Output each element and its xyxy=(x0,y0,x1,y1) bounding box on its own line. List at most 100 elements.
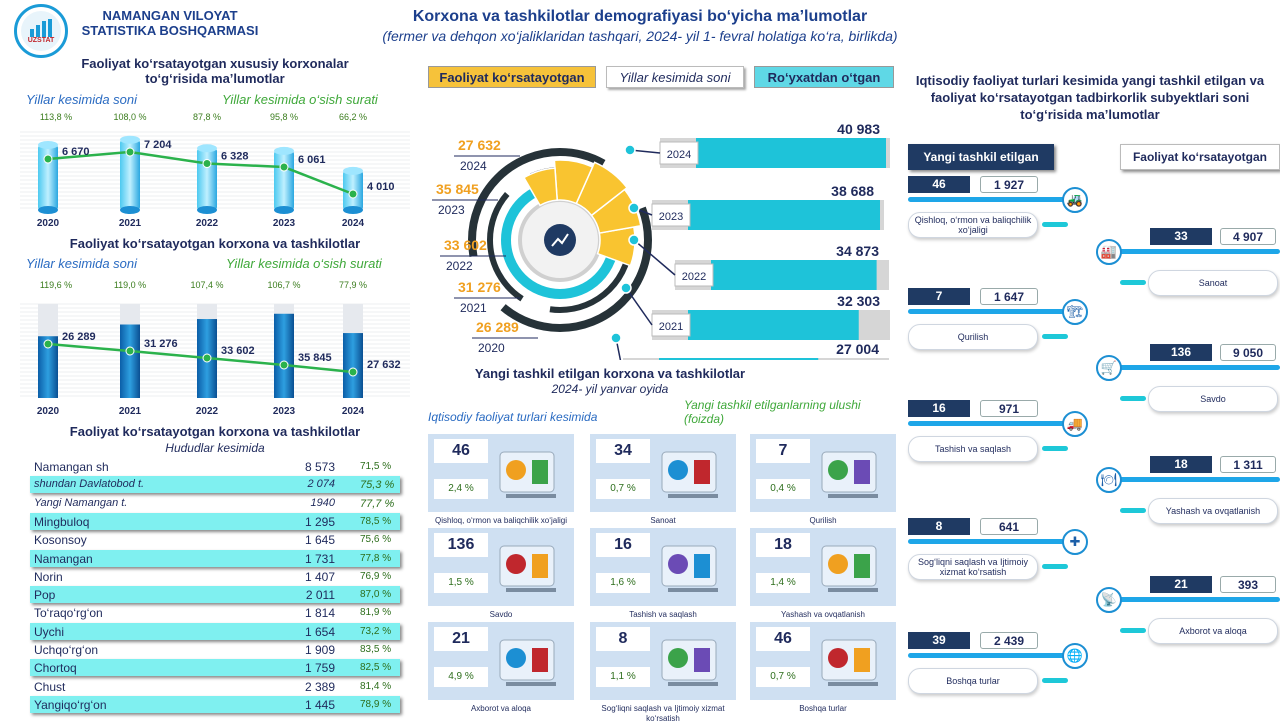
active-count: 1 927 xyxy=(980,176,1038,193)
section1-growth-label: Yillar kesimida o‘sish surati xyxy=(222,92,378,107)
active-year-2022: 2022 xyxy=(446,259,473,273)
year-label-2023: 2023 xyxy=(273,406,296,416)
ring-outer xyxy=(468,148,652,332)
activity-type: Savdo xyxy=(1148,386,1278,412)
region-row: Chortoq 1 759 82,5 % xyxy=(30,659,400,677)
activity-type: Qishloq, o‘rmon va baliqchilik xo‘jaligi xyxy=(908,212,1038,238)
activity-name: Sog‘liqni saqlash va Ijtimoiy xizmat ko‘… xyxy=(601,704,725,723)
bar-2020 xyxy=(38,144,58,210)
active-year-2020: 2020 xyxy=(478,341,505,355)
region-name: Chortoq xyxy=(34,661,77,676)
activity-count: 46 xyxy=(434,439,488,463)
new-count: 16 xyxy=(908,400,970,417)
region-pct: 75,6 % xyxy=(360,534,392,546)
region-value: 1 759 xyxy=(304,661,335,676)
bar-2023 xyxy=(274,313,294,398)
region-pct: 71,5 % xyxy=(360,461,392,472)
truck-icon: 🚚 xyxy=(1062,411,1088,437)
trend-point-2021 xyxy=(125,147,135,157)
active-count: 971 xyxy=(980,400,1038,417)
page-title: Korxona va tashkilotlar demografiyasi bo… xyxy=(412,8,868,25)
region-name: shundan Davlatobod t. xyxy=(34,478,145,491)
region-value: 1 407 xyxy=(304,569,335,584)
segment-active-2021 xyxy=(553,159,594,205)
region-value: 1 909 xyxy=(304,643,335,657)
registered-value-2022: 34 873 xyxy=(836,243,879,259)
connector-dot xyxy=(610,332,622,344)
antenna-icon: 📡 xyxy=(1096,587,1122,613)
active-count: 4 907 xyxy=(1220,228,1276,245)
activity-share: 1,6 % xyxy=(596,573,650,593)
new-count: 33 xyxy=(1150,228,1212,245)
right-title: Iqtisodiy faoliyat turlari kesimida yang… xyxy=(915,73,1265,122)
activity-count: 8 xyxy=(596,627,650,651)
activity-share: 1,1 % xyxy=(596,667,650,687)
activity-name: Qishloq, o‘rmon va baliqchilik xo‘jaligi xyxy=(434,516,568,525)
region-value: 1 814 xyxy=(304,606,335,621)
trend-point-2022 xyxy=(202,159,212,169)
active-year-2021: 2021 xyxy=(460,301,487,315)
value-label-2023: 6 061 xyxy=(298,154,326,166)
new-count: 7 xyxy=(908,288,970,305)
region-pct: 78,5 % xyxy=(360,515,392,527)
growth-2020: 113,8 % xyxy=(39,112,73,122)
active-value-2024: 27 632 xyxy=(458,137,501,153)
activity-share: 0,7 % xyxy=(596,479,650,499)
activity-count: 46 xyxy=(756,627,810,651)
region-row: Mingbuloq 1 295 78,5 % xyxy=(30,512,400,530)
activity-illustration xyxy=(661,639,718,686)
region-row: Chust 2 389 81,4 % xyxy=(30,678,400,695)
region-pct: 78,9 % xyxy=(360,698,392,710)
connector-dot xyxy=(624,144,636,156)
region-row: Namangan sh 8 573 71,5 % xyxy=(30,458,400,475)
org-name: NAMANGAN VILOYAT STATISTIKA BOSHQARMASI xyxy=(81,8,259,38)
section1-count-label: Yillar kesimida soni xyxy=(26,92,138,107)
region-pct: 82,5 % xyxy=(360,662,392,674)
region-value: 1 645 xyxy=(304,533,335,548)
value-label-2021: 31 276 xyxy=(144,338,178,350)
year-label-2023: 2023 xyxy=(273,218,296,228)
year-2024: 2024 xyxy=(667,149,691,161)
bar-registered-2023 xyxy=(688,200,880,230)
year-label-2021: 2021 xyxy=(119,406,142,416)
tractor-icon: 🚜 xyxy=(1062,187,1088,213)
region-pct: 77,7 % xyxy=(360,497,395,510)
activity-illustration xyxy=(499,545,556,592)
active-value-2022: 33 602 xyxy=(444,237,487,253)
dish-icon: 🍽 xyxy=(1096,467,1122,493)
region-value: 2 074 xyxy=(307,478,335,491)
new-count: 39 xyxy=(908,632,970,649)
activity-card: 46 0,7 % xyxy=(750,622,896,700)
bar-registered-2022 xyxy=(711,260,877,290)
region-name: Uchqo‘rg‘on xyxy=(34,643,99,657)
region-value: 1 654 xyxy=(304,624,335,639)
trend-point-2024 xyxy=(348,189,358,199)
year-2022: 2022 xyxy=(682,271,706,283)
value-label-2024: 4 010 xyxy=(367,181,395,193)
region-pct: 75,3 % xyxy=(360,479,395,492)
region-row: Yangiqo‘rg‘on 1 445 78,9 % xyxy=(30,695,400,713)
region-name: Norin xyxy=(34,569,63,584)
value-label-2022: 33 602 xyxy=(221,345,255,357)
growth-2024: 66,2 % xyxy=(338,112,368,122)
section2-growth-label: Yillar kesimida o‘sish surati xyxy=(226,256,382,271)
bar-2020 xyxy=(38,336,58,398)
value-label-2020: 26 289 xyxy=(62,331,96,343)
region-row: To‘raqo‘rg‘on 1 814 81,9 % xyxy=(30,604,400,621)
trend-point-2024 xyxy=(348,367,358,377)
trend-point-2020 xyxy=(43,154,53,164)
year-label-2021: 2021 xyxy=(119,218,142,228)
health-icon: ✚ xyxy=(1062,529,1088,555)
connector-dot xyxy=(628,234,640,246)
trend-point-2020 xyxy=(43,339,53,349)
chart-bars-icon xyxy=(30,18,52,37)
growth-2021: 108,0 % xyxy=(113,112,147,122)
region-name: Kosonsoy xyxy=(34,533,87,548)
active-year-2024: 2024 xyxy=(460,159,487,173)
activity-name: Qurilish xyxy=(809,516,837,525)
section2-title: Faoliyat ko‘rsatayotgan korxona va tashk… xyxy=(69,236,361,251)
center-title: Yangi tashkil etilgan korxona va tashkil… xyxy=(474,366,746,381)
region-value: 2 389 xyxy=(304,679,335,694)
region-name: Pop xyxy=(34,588,56,603)
center-chart: 2024 40 983 2023 38 688 2022 34 873 2021 32 303… xyxy=(432,121,890,360)
